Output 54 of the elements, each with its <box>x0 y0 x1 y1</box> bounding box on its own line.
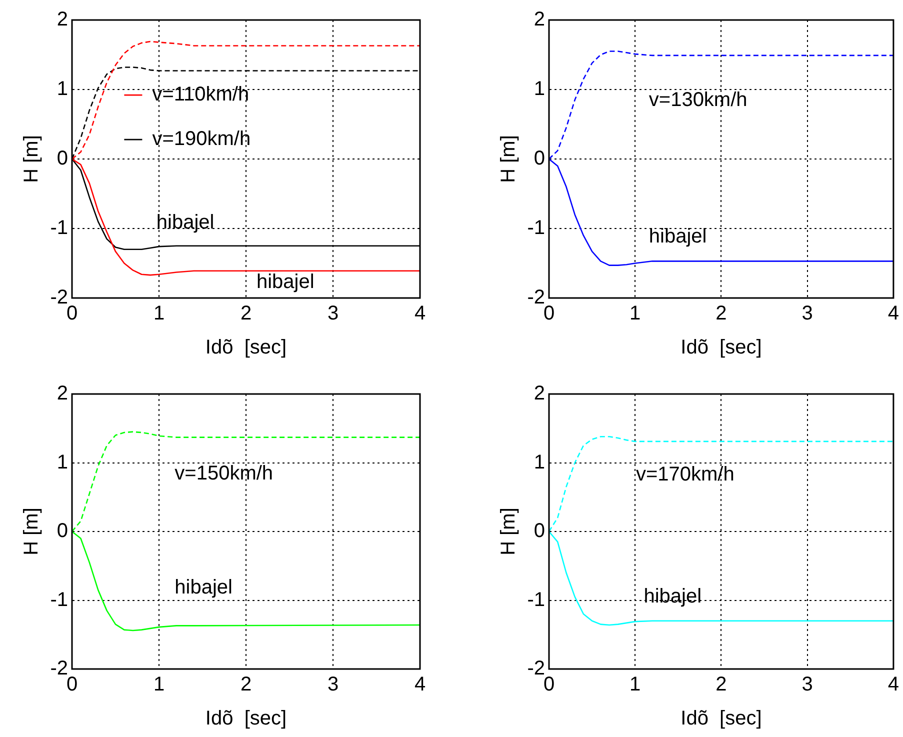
y-tick-label: -1 <box>527 588 545 611</box>
x-tick-label: 2 <box>716 302 727 325</box>
y-tick-label: -2 <box>527 658 545 680</box>
x-tick-label: 1 <box>630 674 641 696</box>
y-axis-title: H [m] <box>20 135 43 183</box>
y-tick-label: 0 <box>56 520 68 542</box>
y-tick-label: 1 <box>534 78 545 100</box>
y-tick-label: 1 <box>534 451 545 474</box>
x-axis-title: Idõ [sec] <box>205 336 287 359</box>
y-tick-label: -2 <box>527 286 545 309</box>
x-tick-label: 3 <box>327 674 339 696</box>
x-tick-label: 4 <box>414 674 426 696</box>
legend-label: v=190km/h <box>152 128 251 150</box>
y-tick-label: -1 <box>50 217 68 240</box>
x-tick-label: 1 <box>630 302 641 325</box>
x-tick-label: 1 <box>153 302 165 325</box>
y-tick-label: -1 <box>527 217 545 240</box>
y-tick-label: 0 <box>534 148 545 170</box>
y-tick-label: 1 <box>56 451 68 474</box>
x-tick-label: 3 <box>802 302 813 325</box>
y-tick-label: 2 <box>534 382 545 405</box>
x-tick-label: 1 <box>153 674 165 696</box>
y-axis-title: H [m] <box>498 135 520 183</box>
y-tick-label: 2 <box>56 382 68 405</box>
legend-label: v=110km/h <box>152 84 250 106</box>
x-tick-label: 4 <box>888 674 899 696</box>
annotation: hibajel <box>648 225 707 248</box>
x-tick-label: 4 <box>888 302 899 325</box>
y-tick-label: 1 <box>56 78 68 100</box>
annotation: hibajel <box>156 211 214 234</box>
y-tick-label: -2 <box>50 658 68 680</box>
x-tick-label: 2 <box>240 302 252 325</box>
y-tick-label: -2 <box>50 286 68 309</box>
x-tick-label: 3 <box>327 302 339 325</box>
y-tick-label: 2 <box>56 8 68 31</box>
annotation: hibajel <box>256 271 314 294</box>
y-axis-title: H [m] <box>498 508 520 556</box>
y-tick-label: -1 <box>50 588 68 611</box>
annotation: v=130km/h <box>648 89 748 112</box>
annotation: hibajel <box>644 585 702 608</box>
x-tick-label: 3 <box>802 674 813 696</box>
annotation: hibajel <box>174 576 232 598</box>
x-tick-label: 4 <box>414 302 426 325</box>
y-tick-label: 0 <box>56 148 68 170</box>
annotation: v=170km/h <box>636 464 734 486</box>
x-tick-label: 2 <box>240 674 252 696</box>
y-axis-title: H [m] <box>20 508 43 556</box>
x-axis-title: Idõ [sec] <box>205 708 287 730</box>
x-tick-label: 2 <box>716 674 727 696</box>
y-tick-label: 0 <box>534 520 545 542</box>
x-axis-title: Idõ [sec] <box>680 336 762 359</box>
annotation: v=150km/h <box>174 462 274 484</box>
x-axis-title: Idõ [sec] <box>680 708 762 730</box>
y-tick-label: 2 <box>534 8 545 31</box>
